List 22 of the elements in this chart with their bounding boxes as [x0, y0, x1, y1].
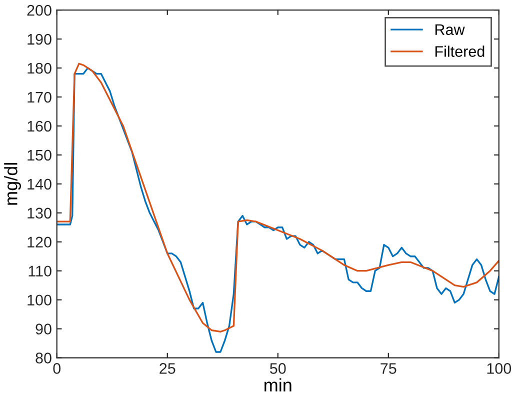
legend-label: Filtered [435, 46, 484, 57]
y-tick-label: 160 [28, 120, 52, 132]
y-tick-label: 80 [36, 352, 52, 364]
y-tick-label: 90 [36, 324, 52, 334]
x-tick-label: 75 [380, 363, 396, 374]
y-axis-title: mg/dl [4, 163, 21, 205]
y-tick-label: 120 [28, 236, 52, 248]
y-tick-label: 200 [27, 4, 52, 16]
y-tick-label: 180 [28, 62, 52, 74]
y-tick-label: 110 [28, 266, 52, 277]
y-tick-label: 190 [28, 34, 52, 45]
y-tick-label: 100 [28, 294, 52, 306]
x-tick-label: 100 [487, 363, 512, 374]
legend-label: Raw [435, 24, 465, 36]
y-tick-label: 170 [28, 92, 52, 103]
y-tick-label: 150 [28, 150, 52, 161]
x-tick-label: 50 [270, 363, 286, 374]
x-axis-title: min [264, 378, 292, 392]
y-tick-label: 130 [28, 208, 52, 219]
x-tick-label: 25 [160, 363, 176, 374]
y-tick-label: 140 [28, 178, 52, 190]
x-tick-label: 0 [53, 363, 61, 374]
